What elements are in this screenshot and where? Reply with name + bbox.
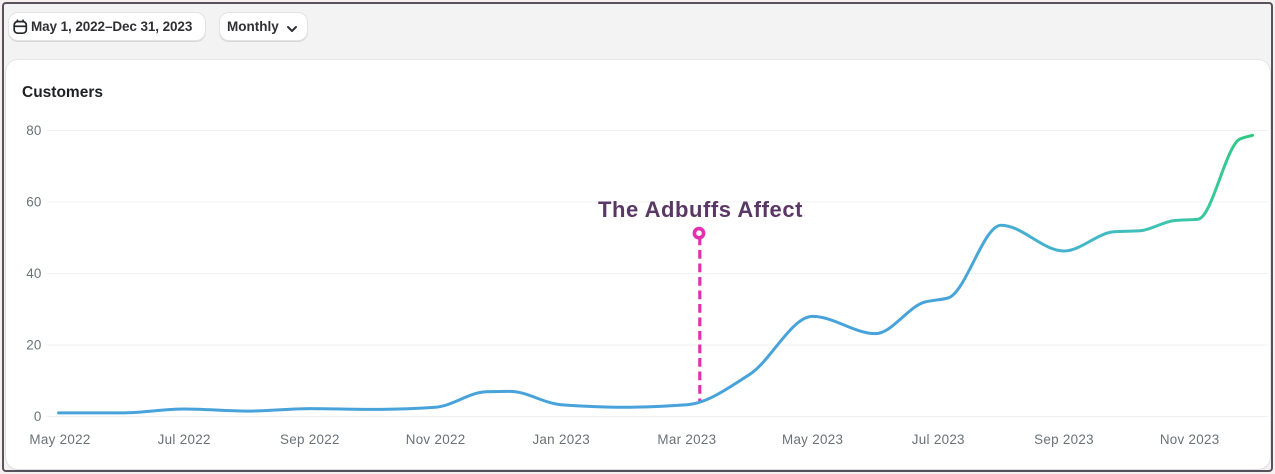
- svg-text:0: 0: [34, 409, 42, 424]
- svg-text:80: 80: [26, 123, 41, 138]
- svg-text:Sep 2022: Sep 2022: [280, 432, 340, 447]
- svg-text:60: 60: [26, 195, 41, 210]
- svg-text:Mar 2023: Mar 2023: [657, 432, 716, 447]
- svg-text:Jan 2023: Jan 2023: [532, 432, 590, 447]
- svg-text:Sep 2023: Sep 2023: [1034, 432, 1094, 447]
- svg-text:40: 40: [26, 266, 41, 281]
- svg-text:Nov 2022: Nov 2022: [406, 432, 466, 447]
- svg-text:May 2022: May 2022: [29, 432, 90, 447]
- svg-text:May 2023: May 2023: [782, 432, 843, 447]
- svg-text:Jul 2022: Jul 2022: [158, 432, 211, 447]
- svg-text:20: 20: [26, 338, 41, 353]
- svg-text:Nov 2023: Nov 2023: [1160, 432, 1220, 447]
- svg-text:Jul 2023: Jul 2023: [912, 432, 965, 447]
